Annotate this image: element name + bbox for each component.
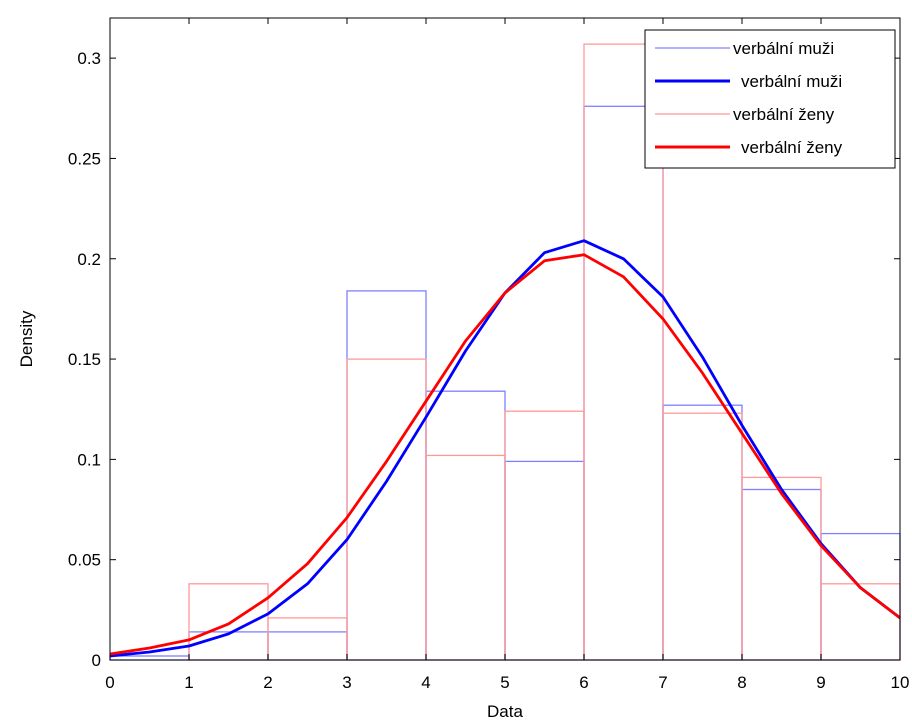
- legend-label: verbální ženy: [733, 105, 835, 124]
- y-tick-label: 0.05: [68, 551, 101, 570]
- x-tick-label: 5: [500, 673, 509, 692]
- legend-label: verbální muži: [741, 72, 842, 91]
- y-tick-label: 0.2: [77, 250, 101, 269]
- axis-ticks: 0 1 2 3 4 5 6 7 8 9 10 0 0.05 0.1 0.15 0.2 0.25 0.3: [68, 18, 910, 692]
- legend-label: verbální ženy: [741, 138, 843, 157]
- x-axis-label: Data: [487, 702, 523, 721]
- x-tick-label: 9: [816, 673, 825, 692]
- x-tick-label: 4: [421, 673, 430, 692]
- x-tick-label: 8: [737, 673, 746, 692]
- x-tick-label: 10: [891, 673, 910, 692]
- y-tick-label: 0: [92, 651, 101, 670]
- legend: verbální muži verbální muži verbální ženy v…: [644, 29, 896, 169]
- y-tick-label: 0.3: [77, 49, 101, 68]
- x-tick-label: 6: [579, 673, 588, 692]
- x-tick-label: 2: [263, 673, 272, 692]
- x-tick-label: 3: [342, 673, 351, 692]
- legend-label: verbální muži: [733, 39, 834, 58]
- x-tick-label: 0: [105, 673, 114, 692]
- x-tick-label: 7: [658, 673, 667, 692]
- y-tick-label: 0.25: [68, 149, 101, 168]
- legend-box: [644, 29, 896, 169]
- density-fit-line: [109, 253, 901, 656]
- y-tick-label: 0.15: [68, 350, 101, 369]
- y-tick-label: 0.1: [77, 450, 101, 469]
- y-axis-label: Density: [17, 310, 36, 367]
- x-tick-label: 1: [184, 673, 193, 692]
